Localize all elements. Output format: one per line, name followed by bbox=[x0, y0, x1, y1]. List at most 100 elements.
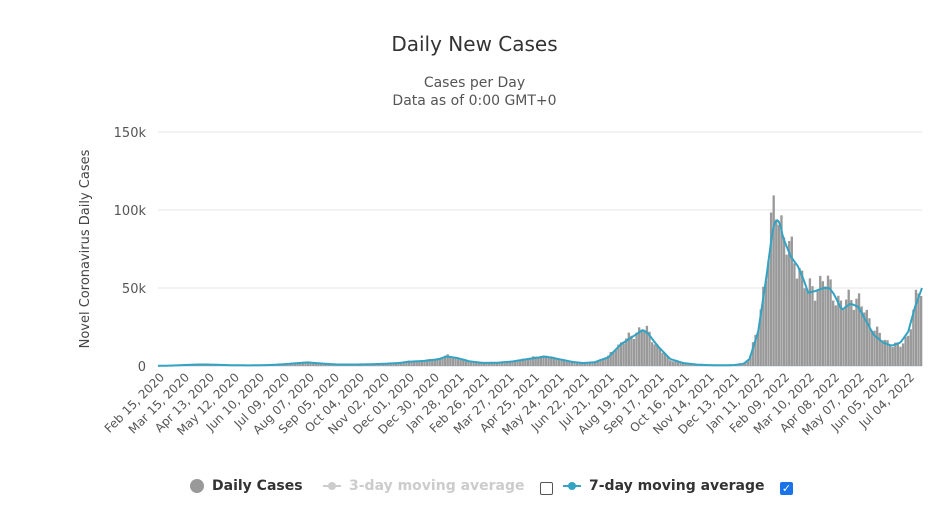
daily-cases-bar bbox=[475, 361, 478, 366]
daily-cases-bar bbox=[842, 307, 845, 366]
y-tick-label: 0 bbox=[138, 360, 146, 375]
daily-cases-bar bbox=[601, 359, 605, 366]
daily-cases-bar bbox=[314, 362, 317, 366]
daily-cases-bar bbox=[834, 305, 837, 366]
daily-cases-bar bbox=[415, 360, 418, 366]
daily-cases-bar bbox=[917, 293, 920, 366]
daily-cases-bar bbox=[547, 357, 550, 366]
daily-cases-bar bbox=[689, 364, 693, 366]
daily-cases-bar bbox=[516, 360, 519, 366]
daily-cases-bar bbox=[568, 361, 571, 366]
legend-label-daily-cases: Daily Cases bbox=[212, 478, 303, 494]
daily-cases-bar bbox=[821, 281, 824, 366]
daily-cases-bar bbox=[451, 358, 455, 366]
daily-cases-bar bbox=[418, 360, 421, 366]
checkbox-3-day-average[interactable] bbox=[540, 482, 553, 495]
daily-cases-bar bbox=[498, 362, 501, 366]
chart-title: Daily New Cases bbox=[391, 32, 558, 56]
daily-cases-bar bbox=[622, 343, 625, 366]
daily-cases-bar bbox=[679, 362, 682, 366]
daily-cases-bar bbox=[653, 344, 656, 366]
daily-cases-bar bbox=[306, 362, 310, 366]
daily-cases-bar bbox=[785, 254, 788, 366]
daily-cases-bar bbox=[591, 361, 594, 366]
daily-cases-bar bbox=[901, 343, 905, 366]
daily-cases-bar bbox=[446, 354, 449, 366]
daily-cases-bar bbox=[604, 358, 607, 366]
daily-cases-bar bbox=[400, 362, 403, 366]
daily-cases-bar bbox=[850, 300, 853, 366]
chart-subtitle-line-1: Cases per Day bbox=[423, 75, 526, 91]
daily-cases-bar bbox=[676, 361, 680, 366]
daily-cases-bar bbox=[394, 363, 398, 366]
daily-cases-bar bbox=[529, 358, 532, 366]
daily-cases-bar bbox=[881, 340, 884, 366]
daily-cases-bar bbox=[288, 363, 292, 366]
daily-cases-bar bbox=[788, 240, 791, 366]
daily-cases-bar bbox=[803, 288, 806, 366]
legend-item-3-day-average[interactable]: 3-day moving average bbox=[323, 478, 525, 494]
daily-cases-bar bbox=[619, 342, 623, 366]
legend-marker-7-day-average bbox=[563, 482, 581, 490]
daily-cases-bar bbox=[588, 361, 592, 366]
legend-marker-3-day-average bbox=[323, 482, 341, 490]
daily-cases-bar bbox=[865, 309, 868, 366]
daily-cases-bar bbox=[581, 363, 584, 366]
daily-cases-bar bbox=[860, 306, 863, 366]
daily-cases-bar bbox=[441, 358, 444, 366]
daily-cases-bar bbox=[327, 364, 330, 366]
daily-cases-bar bbox=[291, 363, 294, 366]
daily-cases-bar bbox=[454, 357, 457, 366]
daily-cases-bar bbox=[420, 361, 424, 366]
daily-cases-bar bbox=[912, 309, 915, 366]
daily-cases-bar bbox=[888, 345, 892, 366]
daily-cases-bar bbox=[555, 358, 558, 366]
daily-cases-bar bbox=[645, 325, 649, 366]
daily-cases-bar bbox=[635, 332, 638, 366]
daily-cases-bar bbox=[449, 356, 452, 366]
daily-cases-bar bbox=[324, 363, 328, 366]
checkbox-7-day-average[interactable]: ✓ bbox=[780, 482, 793, 495]
daily-cases-bar bbox=[392, 363, 395, 366]
daily-cases-bar bbox=[844, 299, 848, 366]
daily-cases-bar bbox=[914, 289, 918, 366]
daily-cases-bar bbox=[857, 293, 861, 366]
daily-cases-bar bbox=[868, 318, 871, 366]
daily-cases-bar bbox=[909, 329, 912, 366]
daily-cases-bar bbox=[539, 356, 543, 366]
daily-cases-bar bbox=[578, 362, 581, 366]
legend-item-7-day-average[interactable]: 7-day moving average bbox=[563, 478, 765, 494]
daily-cases-bar bbox=[389, 362, 392, 366]
daily-cases-bar bbox=[531, 356, 535, 366]
daily-cases-bar bbox=[544, 357, 548, 366]
daily-cases-bar bbox=[407, 360, 411, 366]
daily-cases-bar bbox=[790, 236, 793, 366]
daily-cases-bar bbox=[480, 362, 483, 366]
legend-item-daily-cases[interactable]: Daily Cases bbox=[190, 478, 303, 494]
daily-cases-bar bbox=[658, 348, 662, 366]
daily-cases-bar bbox=[904, 336, 907, 366]
daily-cases-bar bbox=[423, 361, 426, 366]
y-tick-label: 50k bbox=[122, 282, 147, 297]
daily-cases-bar bbox=[744, 362, 747, 366]
daily-cases-bar bbox=[806, 289, 809, 366]
daily-cases-bar bbox=[813, 300, 817, 366]
daily-cases-bar bbox=[625, 338, 628, 366]
daily-cases-bar bbox=[899, 346, 902, 366]
daily-cases-bar bbox=[896, 342, 900, 366]
daily-cases-bar bbox=[477, 362, 480, 366]
daily-cases-bar bbox=[795, 278, 799, 366]
daily-cases-bar bbox=[299, 362, 302, 366]
daily-cases-bar bbox=[412, 361, 416, 366]
daily-cases-bar bbox=[632, 339, 636, 366]
daily-cases-bar bbox=[467, 360, 470, 366]
daily-cases-bar bbox=[757, 331, 760, 366]
daily-cases-bar bbox=[648, 331, 651, 366]
daily-cases-bar bbox=[583, 363, 587, 366]
daily-cases-bar bbox=[873, 330, 876, 366]
daily-cases-bar bbox=[681, 363, 685, 366]
daily-cases-bar bbox=[550, 356, 553, 366]
daily-cases-bar bbox=[878, 332, 881, 366]
daily-cases-bar bbox=[832, 300, 835, 366]
